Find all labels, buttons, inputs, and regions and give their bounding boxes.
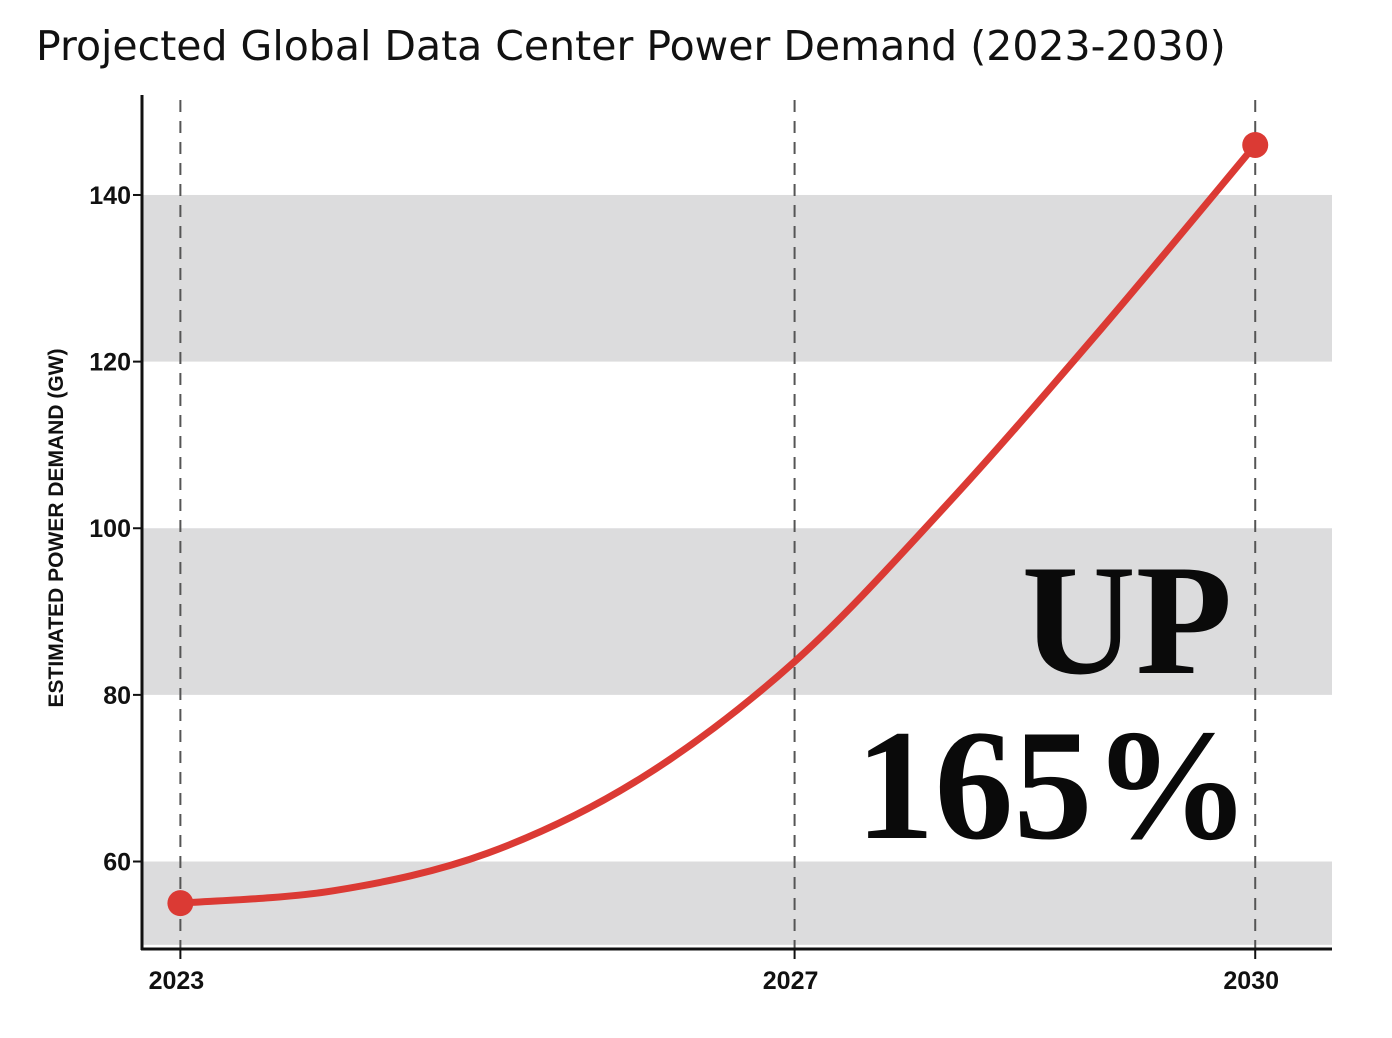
y-tick-label-60: 60 [103, 849, 131, 877]
y-tick-label-80: 80 [103, 682, 131, 710]
callout-up: UP [1022, 533, 1233, 708]
x-tick-label-2027: 2027 [763, 967, 819, 995]
x-tick-labels: 2023 2027 2030 [149, 967, 1279, 995]
vertical-gridlines [179, 100, 1257, 949]
series-line-0 [176, 141, 1259, 907]
y-axis-label: ESTIMATED POWER DEMAND (GW) [45, 349, 68, 708]
y-tick-label-100: 100 [89, 515, 131, 543]
chart-title: Projected Global Data Center Power Deman… [36, 22, 1226, 70]
endpoint-markers [167, 131, 1269, 917]
callout-percent: 165% [856, 698, 1251, 873]
axes [133, 95, 1332, 959]
x-tick-label-2030: 2030 [1223, 967, 1279, 995]
background-bands [142, 194, 1332, 945]
band-2 [142, 194, 1332, 362]
endpoint-marker-2023 [167, 890, 194, 917]
band-0 [142, 861, 1332, 945]
x-tick-label-2023: 2023 [149, 967, 205, 995]
y-tick-label-140: 140 [89, 182, 131, 210]
series-layer [176, 141, 1259, 907]
band-1 [142, 528, 1332, 695]
y-tick-label-120: 120 [89, 349, 131, 377]
y-tick-labels: 60 80 100 120 140 [89, 182, 131, 877]
endpoint-marker-2030 [1242, 131, 1269, 158]
